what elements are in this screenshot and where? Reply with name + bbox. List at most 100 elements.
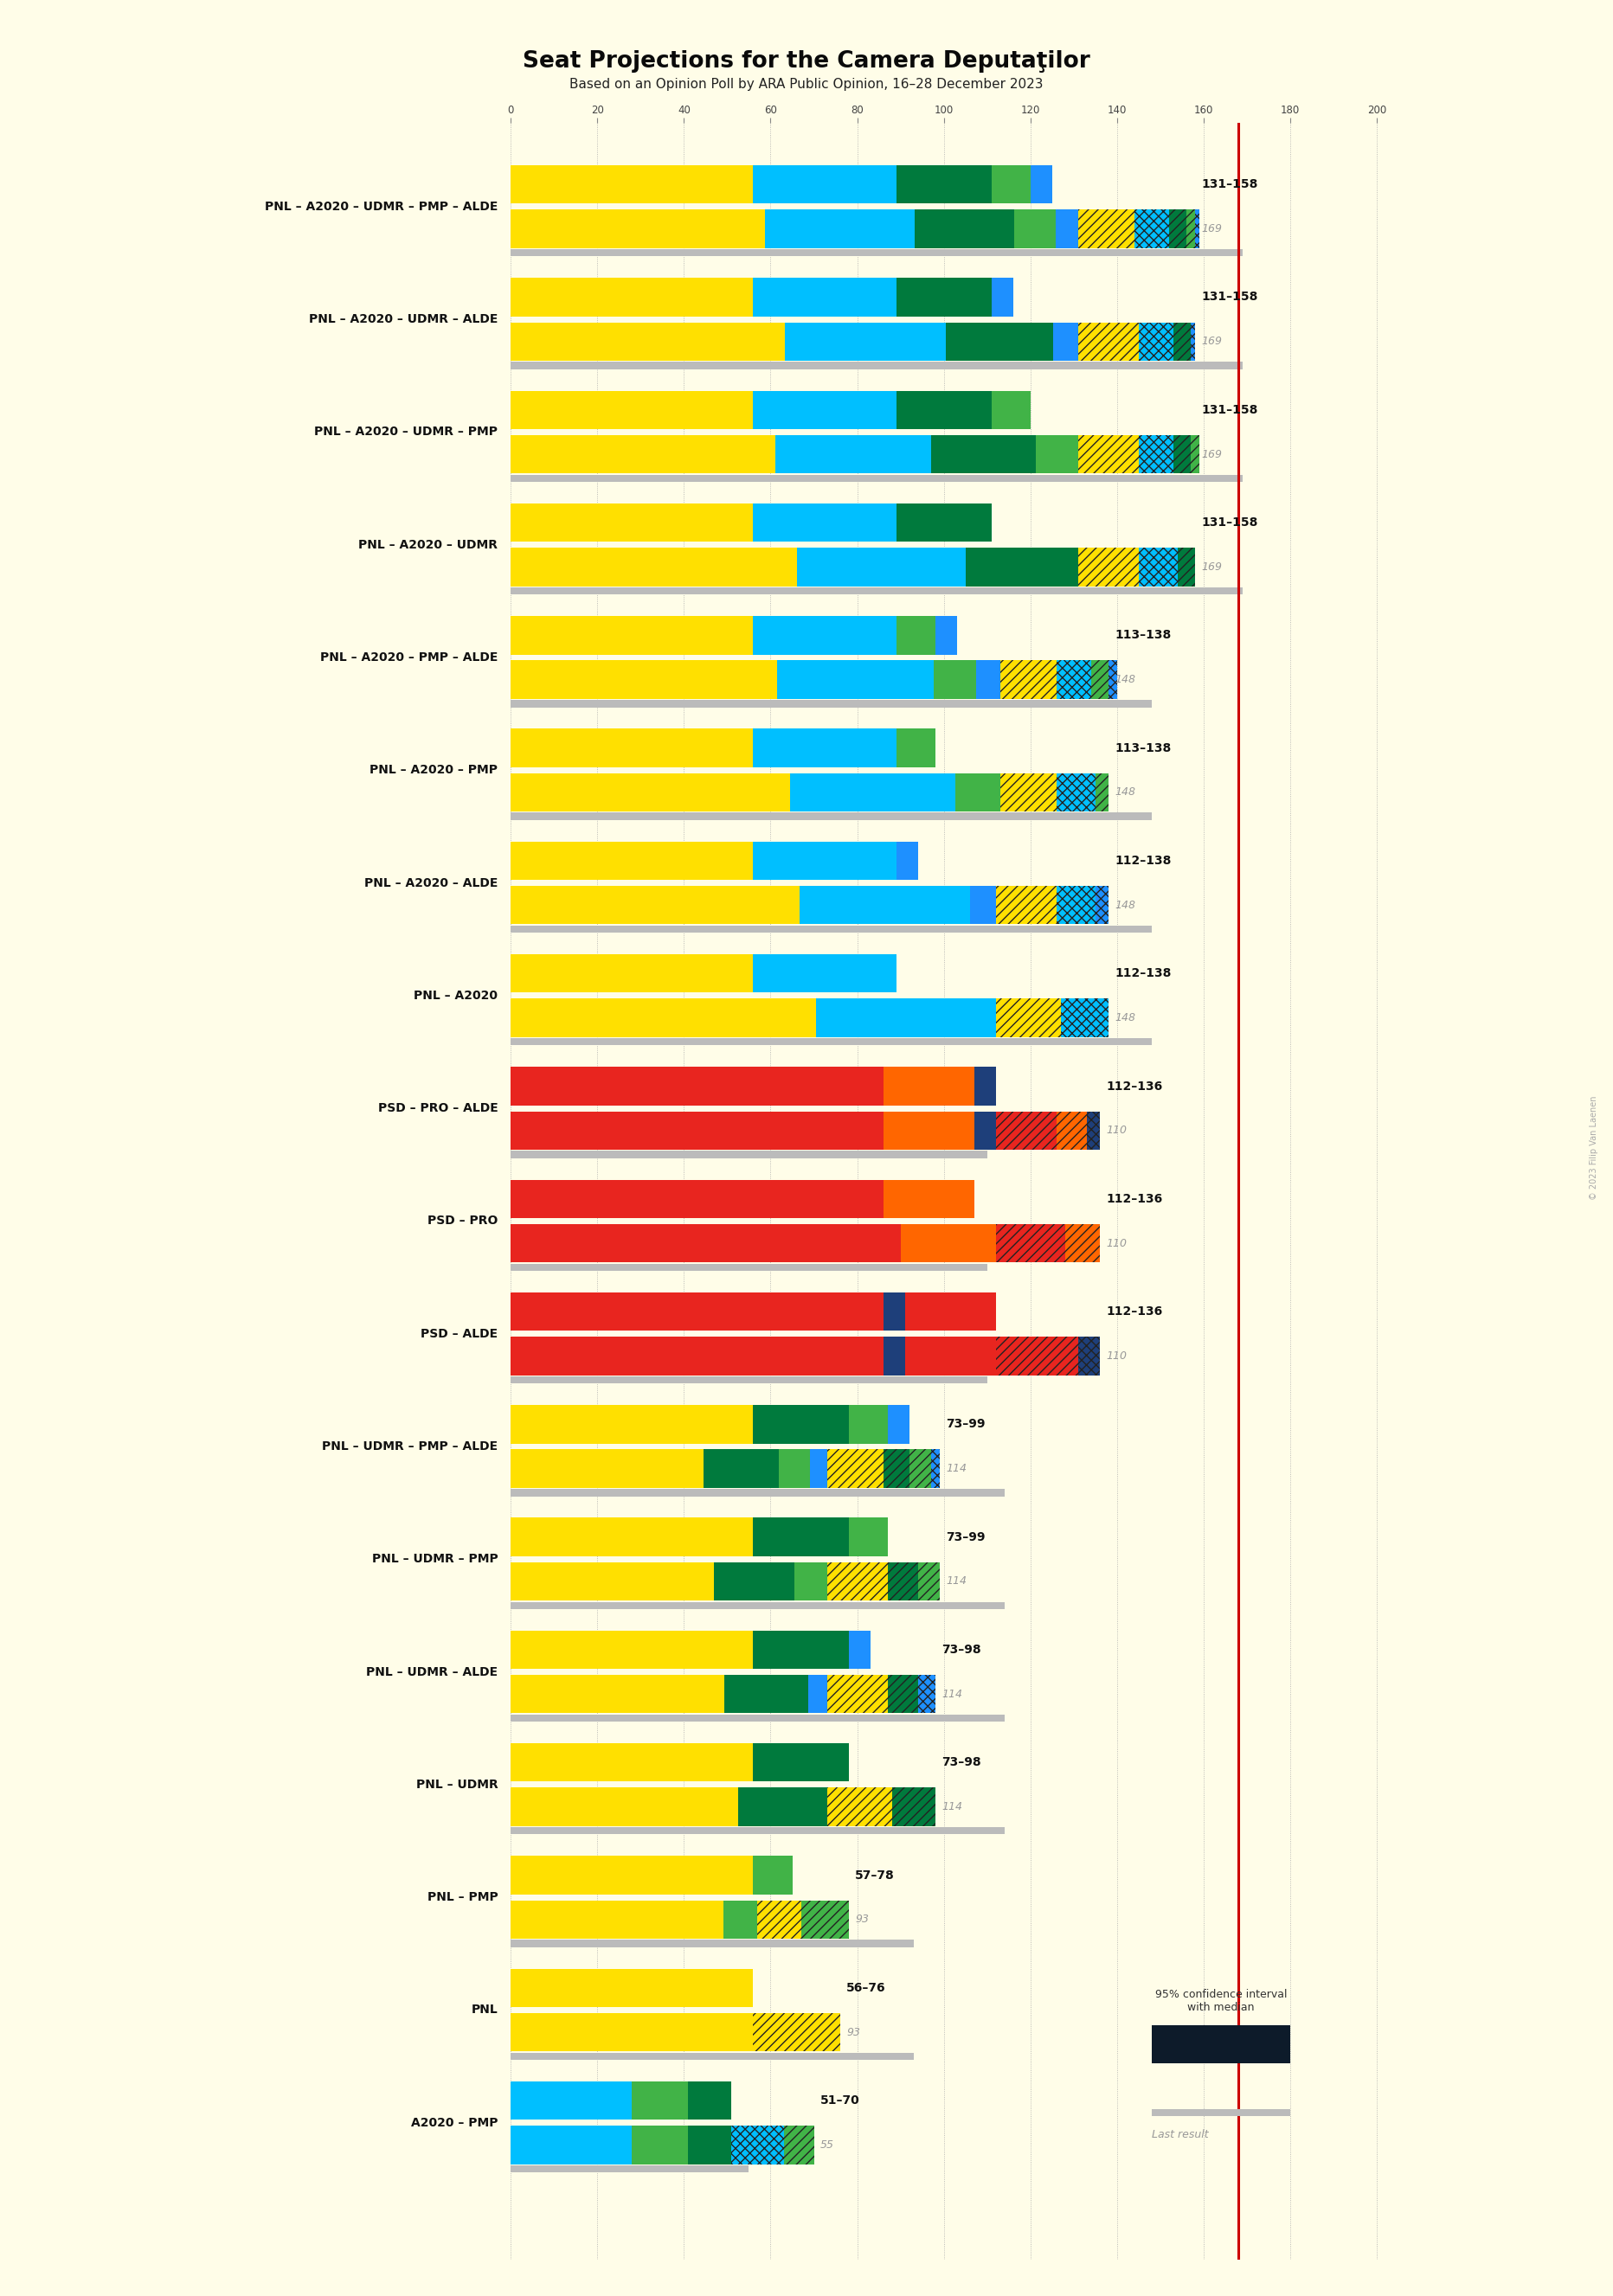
- Bar: [892, 1789, 936, 1825]
- Bar: [810, 1449, 827, 1488]
- Bar: [1108, 661, 1116, 698]
- Bar: [511, 503, 753, 542]
- Bar: [779, 1449, 810, 1488]
- Bar: [1090, 661, 1108, 698]
- Bar: [1152, 2025, 1290, 2064]
- Bar: [969, 886, 995, 925]
- Bar: [1077, 321, 1139, 360]
- Text: 112–138: 112–138: [1115, 967, 1171, 980]
- Bar: [992, 278, 1013, 317]
- Bar: [511, 1789, 936, 1825]
- Bar: [995, 1336, 1077, 1375]
- Text: PNL – UDMR – PMP: PNL – UDMR – PMP: [371, 1552, 498, 1566]
- Bar: [897, 843, 918, 879]
- Bar: [816, 999, 995, 1038]
- Bar: [753, 278, 897, 317]
- Bar: [1095, 774, 1108, 810]
- Bar: [703, 1449, 779, 1488]
- Bar: [918, 1561, 939, 1600]
- Bar: [1169, 209, 1186, 248]
- Bar: [1057, 661, 1090, 698]
- Text: PNL – A2020: PNL – A2020: [415, 990, 498, 1001]
- Text: 148: 148: [1115, 675, 1136, 684]
- Bar: [511, 1603, 1005, 1609]
- Bar: [995, 1111, 1057, 1150]
- Bar: [511, 1224, 1100, 1263]
- Bar: [905, 1336, 995, 1375]
- Bar: [511, 1968, 753, 2007]
- Bar: [511, 1224, 900, 1263]
- Bar: [511, 1150, 987, 1157]
- Bar: [511, 1940, 913, 1947]
- Text: 73–99: 73–99: [945, 1419, 986, 1430]
- Bar: [784, 321, 945, 360]
- Bar: [892, 1789, 936, 1825]
- Bar: [1195, 209, 1198, 248]
- Bar: [511, 661, 1108, 698]
- Bar: [753, 728, 897, 767]
- Bar: [931, 1449, 939, 1488]
- Bar: [511, 813, 1152, 820]
- Bar: [1173, 434, 1190, 473]
- Bar: [753, 1855, 792, 1894]
- Bar: [995, 886, 1057, 925]
- Text: 169: 169: [1202, 223, 1223, 234]
- Bar: [689, 2082, 732, 2119]
- Text: 112–136: 112–136: [1107, 1079, 1163, 1093]
- Bar: [800, 886, 969, 925]
- Bar: [784, 2126, 815, 2165]
- Bar: [511, 925, 1152, 932]
- Bar: [511, 1336, 1100, 1375]
- Text: 148: 148: [1115, 900, 1136, 912]
- Bar: [632, 2082, 689, 2119]
- Bar: [974, 1111, 995, 1150]
- Bar: [884, 1111, 974, 1150]
- Bar: [1139, 321, 1173, 360]
- Bar: [1057, 1111, 1087, 1150]
- Bar: [732, 2126, 784, 2165]
- Bar: [511, 2165, 748, 2172]
- Bar: [995, 1224, 1065, 1263]
- Bar: [511, 1038, 1152, 1045]
- Text: 169: 169: [1202, 560, 1223, 572]
- Bar: [511, 434, 1195, 473]
- Bar: [887, 1674, 918, 1713]
- Bar: [1090, 661, 1108, 698]
- Bar: [887, 1674, 918, 1713]
- Bar: [827, 1561, 887, 1600]
- Bar: [936, 615, 957, 654]
- Text: PNL – A2020 – UDMR – PMP – ALDE: PNL – A2020 – UDMR – PMP – ALDE: [265, 200, 498, 214]
- Text: PNL – A2020 – UDMR: PNL – A2020 – UDMR: [358, 540, 498, 551]
- Bar: [724, 1674, 808, 1713]
- Bar: [1057, 661, 1090, 698]
- Text: 93: 93: [855, 1915, 869, 1924]
- Text: PNL – A2020 – UDMR – ALDE: PNL – A2020 – UDMR – ALDE: [308, 312, 498, 326]
- Bar: [976, 661, 1000, 698]
- Bar: [1177, 549, 1195, 585]
- Bar: [827, 1789, 892, 1825]
- Bar: [511, 588, 1242, 595]
- Text: 51–70: 51–70: [821, 2094, 860, 2108]
- Bar: [887, 1561, 918, 1600]
- Bar: [511, 999, 1108, 1038]
- Text: 73–98: 73–98: [942, 1644, 981, 1655]
- Bar: [511, 1715, 1005, 1722]
- Bar: [1095, 886, 1108, 925]
- Bar: [511, 615, 753, 654]
- Bar: [884, 1449, 910, 1488]
- Text: 56–76: 56–76: [847, 1981, 886, 1993]
- Bar: [511, 1449, 939, 1488]
- Bar: [753, 2014, 840, 2050]
- Bar: [511, 1293, 884, 1332]
- Bar: [511, 843, 753, 879]
- Bar: [900, 1224, 995, 1263]
- Bar: [511, 700, 1152, 707]
- Bar: [1061, 999, 1108, 1038]
- Bar: [1139, 549, 1177, 585]
- Bar: [753, 503, 897, 542]
- Bar: [1077, 321, 1139, 360]
- Bar: [1134, 209, 1169, 248]
- Bar: [790, 774, 955, 810]
- Bar: [955, 774, 1000, 810]
- Text: 148: 148: [1115, 1013, 1136, 1024]
